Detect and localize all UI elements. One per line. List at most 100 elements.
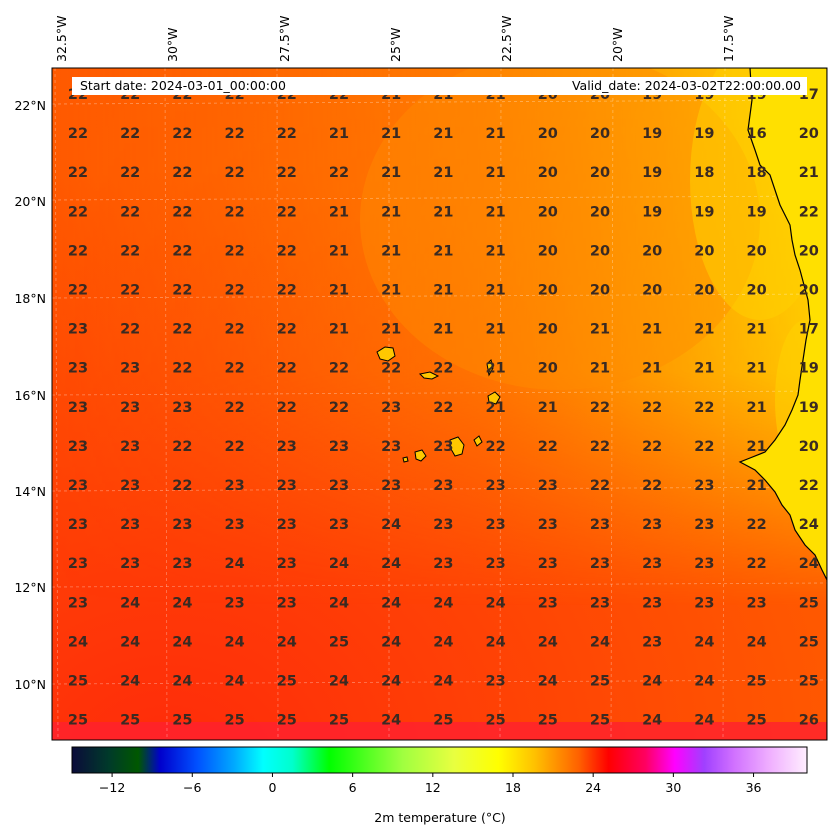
map-panel: 22 22 22 22 22 22 21 21 21 20 20 19 19 19 17 22 22 22 22 22… — [52, 68, 827, 740]
temperature-value: 23 — [277, 517, 297, 533]
temperature-value: 25 — [799, 674, 819, 690]
temperature-value: 17 — [799, 322, 819, 338]
colorbar-tick-label: 0 — [268, 780, 276, 795]
temperature-value: 25 — [68, 713, 88, 729]
temperature-value: 22 — [225, 322, 245, 338]
temperature-value: 22 — [225, 361, 245, 377]
temperature-value: 20 — [538, 322, 558, 338]
temperature-value: 25 — [747, 713, 767, 729]
temperature-value: 22 — [642, 439, 662, 455]
temperature-value: 24 — [172, 595, 192, 611]
temperature-value: 25 — [590, 674, 610, 690]
temperature-value: 19 — [642, 165, 662, 181]
temperature-value: 26 — [799, 713, 819, 729]
temperature-value: 22 — [172, 243, 192, 259]
temperature-value: 23 — [747, 595, 767, 611]
african-coastline — [738, 68, 827, 740]
temperature-value: 21 — [486, 204, 506, 220]
temperature-value: 24 — [277, 634, 297, 650]
temperature-value: 21 — [486, 322, 506, 338]
temperature-value: 22 — [694, 439, 714, 455]
temperature-value: 23 — [381, 439, 401, 455]
temperature-value: 25 — [277, 713, 297, 729]
colorbar-tick-label: 24 — [585, 780, 601, 795]
temperature-value: 21 — [329, 283, 349, 299]
temperature-value: 23 — [538, 556, 558, 572]
temperature-value: 24 — [433, 674, 453, 690]
temperature-value: 22 — [799, 478, 819, 494]
temperature-value: 23 — [433, 517, 453, 533]
temperature-value: 24 — [799, 556, 819, 572]
temperature-value: 19 — [642, 126, 662, 142]
temperature-value: 21 — [381, 126, 401, 142]
temperature-value: 22 — [277, 165, 297, 181]
temperature-value: 23 — [486, 674, 506, 690]
temperature-value: 24 — [120, 634, 140, 650]
temperature-value: 20 — [694, 243, 714, 259]
temperature-value: 24 — [694, 634, 714, 650]
temperature-value: 22 — [172, 361, 192, 377]
temperature-value: 23 — [590, 556, 610, 572]
temperature-value: 25 — [433, 713, 453, 729]
temperature-value: 20 — [538, 243, 558, 259]
temperature-value: 23 — [694, 478, 714, 494]
temperature-value: 21 — [381, 204, 401, 220]
temperature-value: 24 — [381, 674, 401, 690]
temperature-value: 22 — [120, 126, 140, 142]
temperature-value: 24 — [642, 674, 662, 690]
temperature-value: 24 — [381, 595, 401, 611]
temperature-value: 22 — [590, 478, 610, 494]
temperature-value: 24 — [381, 634, 401, 650]
temperature-value: 23 — [538, 478, 558, 494]
temperature-value: 21 — [433, 283, 453, 299]
temperature-value: 22 — [277, 126, 297, 142]
temperature-value: 20 — [538, 283, 558, 299]
temperature-value: 22 — [225, 439, 245, 455]
temperature-value: 24 — [172, 674, 192, 690]
temperature-value: 23 — [381, 478, 401, 494]
temperature-value: 24 — [68, 634, 88, 650]
temperature-value: 22 — [277, 361, 297, 377]
temperature-value: 25 — [329, 713, 349, 729]
temperature-value: 22 — [172, 439, 192, 455]
temperature-value: 24 — [433, 595, 453, 611]
temperature-value: 23 — [277, 478, 297, 494]
temperature-value: 24 — [486, 595, 506, 611]
temperature-value: 22 — [381, 361, 401, 377]
temperature-value: 23 — [172, 400, 192, 416]
temperature-value: 22 — [277, 322, 297, 338]
lat-label: 22°N — [14, 98, 46, 113]
temperature-value: 22 — [747, 517, 767, 533]
temperature-value: 22 — [433, 361, 453, 377]
temperature-value: 24 — [225, 556, 245, 572]
colorbar: −12 −6 0 6 12 18 24 30 36 2m temperature (°C) — [71, 746, 808, 825]
temperature-value: 20 — [694, 283, 714, 299]
temperature-value: 23 — [277, 556, 297, 572]
temperature-value: 16 — [747, 126, 767, 142]
temperature-value: 23 — [172, 556, 192, 572]
temperature-value: 23 — [225, 595, 245, 611]
temperature-value: 22 — [172, 322, 192, 338]
temperature-value: 23 — [172, 517, 192, 533]
temperature-value: 22 — [68, 126, 88, 142]
colorbar-tick-label: 12 — [425, 780, 441, 795]
temperature-value: 20 — [642, 283, 662, 299]
temperature-value: 22 — [120, 322, 140, 338]
colorbar-tick-label: −12 — [99, 780, 125, 795]
temperature-value: 22 — [799, 204, 819, 220]
temperature-value: 22 — [277, 283, 297, 299]
colorbar-ticks: −12 −6 0 6 12 18 24 30 36 — [99, 773, 762, 795]
temperature-value: 22 — [68, 204, 88, 220]
temperature-value: 24 — [329, 674, 349, 690]
lat-label: 18°N — [14, 291, 46, 306]
temperature-value: 21 — [433, 204, 453, 220]
temperature-value: 21 — [694, 322, 714, 338]
temperature-value: 19 — [694, 126, 714, 142]
temperature-value: 23 — [120, 361, 140, 377]
temperature-value: 24 — [120, 595, 140, 611]
temperature-value: 25 — [329, 634, 349, 650]
temperature-value: 22 — [172, 478, 192, 494]
temperature-value: 23 — [277, 439, 297, 455]
lon-label: 22.5°W — [499, 16, 514, 62]
temperature-value: 24 — [486, 634, 506, 650]
